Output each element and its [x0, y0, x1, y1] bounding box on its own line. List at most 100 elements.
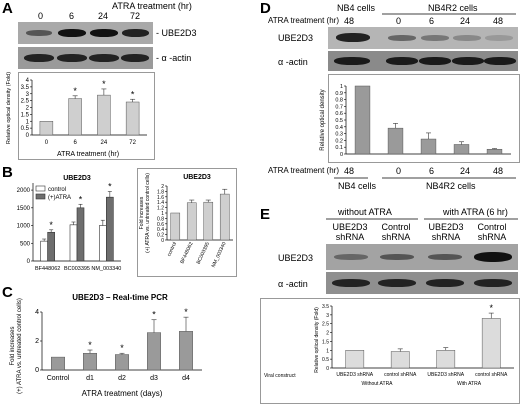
panel-a-ube2d3-label: - UBE2D3 [156, 28, 197, 38]
legend-swatch [35, 185, 46, 192]
y-tick-label: 1.4 [157, 200, 164, 206]
x-tick-label: control shRNA [475, 372, 508, 378]
band [428, 254, 462, 260]
panel-e-chart-frame [260, 298, 520, 404]
chart-title: UBE2D3 – Real-time PCR [72, 293, 168, 302]
band [332, 279, 370, 287]
significance-star: * [73, 86, 77, 96]
x-tick-label: UBE2D3 shRNA [427, 372, 464, 378]
panel-d-bottom-lane-1: 0 [396, 166, 402, 176]
y-tick-label: 3 [26, 92, 30, 98]
y-tick-label: 4 [35, 309, 39, 316]
x-tick-label: d4 [182, 375, 190, 382]
panel-e: E without ATRA with ATRA (6 hr) UBE2D3 s… [258, 202, 520, 405]
panel-e-actin-label: α -actin [278, 279, 308, 289]
bar [69, 224, 78, 262]
significance-star: * [152, 310, 156, 320]
band [24, 54, 54, 62]
band [452, 57, 484, 65]
y-tick-label: 0.2 [335, 138, 343, 144]
bar [40, 240, 48, 262]
panel-d-treat-label: ATRA treatment (hr) [268, 16, 339, 25]
panel-d-lane-4: 48 [493, 16, 504, 26]
band [453, 35, 481, 41]
y-tick-label: 3 [326, 313, 329, 319]
bar [453, 144, 470, 155]
band [474, 252, 512, 262]
x-tick-label: 24 [101, 140, 108, 146]
panel-d-bottom-lane-2: 6 [429, 166, 435, 176]
panel-a: A ATRA treatment (hr) 0 6 24 72 - UBE2D3… [0, 0, 200, 160]
panel-b: B UBE2D3 0 500 1000 1500 2000 * BF448062 * BC0033… [0, 164, 240, 280]
y-tick-label: 1.5 [21, 112, 30, 118]
bar [76, 207, 85, 262]
y-axis-title-line1: Fold increases [10, 326, 16, 365]
bar [186, 202, 197, 241]
y-tick-label: 1 [161, 211, 164, 217]
panel-d-bottom-treat-label: ATRA treatment (hr) [268, 166, 339, 175]
x-tick-label: BF448062 [179, 241, 194, 265]
panel-a-actin-label: - α -actin [156, 53, 192, 63]
y-axis-title-line1: Fold increases [139, 196, 145, 229]
x-tick-label: 6 [73, 140, 77, 146]
panel-d-chart: 00.10.20.30.40.50.60.70.80.91 Relative op… [320, 84, 511, 158]
y-tick-label: 0.8 [157, 216, 164, 222]
panel-e-ube2d3-blot [326, 244, 518, 270]
bar [387, 127, 404, 155]
y-tick-label: 0.3 [335, 132, 343, 138]
panel-d-lane-2: 6 [429, 16, 435, 26]
bar [203, 201, 214, 241]
band [419, 57, 451, 65]
bar [436, 350, 456, 369]
y-tick-label: 4 [26, 78, 30, 84]
x-tick-label: d2 [118, 375, 126, 382]
band [378, 279, 416, 287]
y-tick-label: 1.8 [157, 189, 164, 195]
y-tick-label: 0 [27, 259, 31, 265]
band [26, 30, 52, 36]
panel-e-label: E [260, 206, 271, 223]
band [334, 57, 370, 65]
band [421, 35, 449, 41]
chart-title: UBE2D3 [183, 174, 211, 181]
y-tick-label: 0 [35, 367, 39, 374]
band [89, 54, 119, 62]
panel-c-label: C [2, 284, 13, 301]
bar [170, 212, 181, 241]
bar [106, 196, 114, 262]
panel-d-header-line [382, 13, 516, 15]
panel-a-time-6: 6 [69, 11, 75, 21]
panel-a-label: A [2, 0, 13, 17]
band [90, 29, 118, 37]
panel-d-label: D [260, 0, 271, 17]
bar [147, 332, 161, 371]
x-tick-label: control shRNA [384, 372, 417, 378]
panel-d-bottom-lane-0: 48 [344, 166, 355, 176]
panel-b-label: B [2, 164, 13, 181]
chart-title: UBE2D3 [63, 175, 91, 182]
y-tick-label: 0.5 [322, 357, 329, 363]
y-tick-label: 0 [26, 133, 30, 139]
y-tick-label: 0.9 [335, 91, 343, 97]
significance-star: * [120, 343, 124, 353]
y-tick-label: 0 [340, 152, 343, 158]
y-tick-label: 500 [20, 241, 31, 247]
band [474, 279, 512, 287]
x-tick-label: NM_003340 [91, 266, 121, 272]
viral-construct-label: Viral construct [264, 373, 296, 379]
bar [97, 94, 111, 136]
band [485, 35, 513, 41]
panel-d-bottom-nb4: NB4 cells [338, 181, 377, 191]
bar [83, 352, 97, 371]
y-tick-label: 1.2 [157, 206, 164, 212]
panel-c: C UBE2D3 – Real-time PCR 0 2 4 Control * d1 * d2… [0, 284, 240, 404]
panel-d-lane-3: 24 [460, 16, 471, 26]
bar [390, 351, 410, 369]
y-tick-label: 0.7 [335, 104, 343, 110]
y-axis-title: Relative optical density [320, 89, 326, 150]
panel-e-chart: 0 0.5 1 1.5 2 2.5 3 3.5 UBE2D3 shRNA control shRN… [264, 303, 514, 387]
y-tick-label: 3.5 [21, 85, 30, 91]
bar [354, 85, 371, 155]
panel-e-lane-label-3: Control shRNA [477, 222, 507, 242]
y-tick-label: 1 [326, 348, 329, 354]
